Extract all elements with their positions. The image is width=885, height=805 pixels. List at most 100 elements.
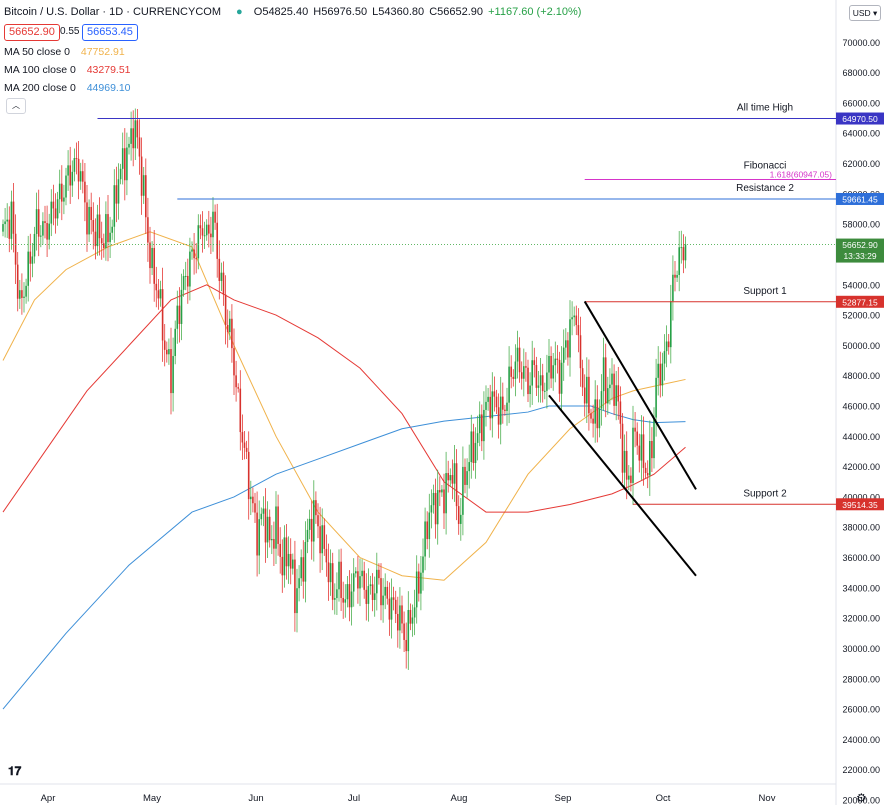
- candle-body: [411, 617, 414, 624]
- ask-price-box[interactable]: 56653.45: [82, 24, 138, 41]
- candle-body: [571, 317, 573, 320]
- ma50-label: MA 50 close 0: [4, 46, 70, 58]
- symbol-title[interactable]: Bitcoin / U.S. Dollar · 1D · CURRENCYCOM: [4, 6, 221, 18]
- candle-body: [189, 251, 191, 287]
- candle-body: [281, 556, 284, 576]
- candle-body: [23, 296, 25, 298]
- candle-body: [16, 264, 19, 299]
- candle-body: [260, 513, 263, 520]
- candle-body: [491, 391, 494, 419]
- candle-body: [413, 607, 416, 618]
- collapse-legend-button[interactable]: ︿: [6, 98, 26, 114]
- candle-body: [21, 290, 23, 298]
- ma50-legend[interactable]: MA 50 close 0 47752.91: [4, 46, 129, 58]
- candle-body: [680, 247, 683, 249]
- candle-body: [676, 274, 678, 278]
- candle-body: [187, 275, 189, 287]
- candle-body: [191, 249, 193, 252]
- countdown-text: 13:33:29: [843, 251, 876, 261]
- candle-body: [607, 388, 609, 404]
- candle-body: [548, 355, 550, 373]
- candle-body: [71, 171, 74, 186]
- candle-body: [623, 450, 626, 473]
- candle-body: [613, 373, 615, 406]
- level-price-tag-text-2: 59661.45: [842, 194, 878, 204]
- level-label-1: Fibonacci: [744, 160, 787, 171]
- price-tick-label: 70000.00: [842, 38, 880, 48]
- candle-body: [279, 543, 281, 557]
- candle-body: [401, 605, 403, 624]
- candle-body: [670, 301, 672, 348]
- ma-line-1: [2, 284, 686, 513]
- trendline-0[interactable]: [583, 300, 697, 490]
- level-price-tag-4: [836, 498, 884, 511]
- ma100-legend[interactable]: MA 100 close 0 43279.51: [4, 64, 135, 76]
- candle-body: [61, 183, 63, 202]
- candle-body: [600, 391, 603, 409]
- last-price-tag: [836, 238, 884, 263]
- candle-body: [428, 512, 431, 540]
- candle-body: [338, 561, 340, 590]
- candle-body: [233, 348, 235, 376]
- candle-body: [103, 243, 105, 249]
- currency-label: USD: [852, 8, 871, 18]
- candle-body: [378, 569, 380, 579]
- candle-body: [667, 341, 670, 348]
- candle-body: [550, 355, 552, 379]
- trendline-1[interactable]: [548, 394, 697, 577]
- candle-body: [407, 609, 410, 652]
- candle-body: [52, 201, 55, 209]
- fibonacci-ratio-label: 1.618(60947.05): [770, 169, 833, 179]
- candle-body: [653, 417, 655, 459]
- time-tick-label: May: [143, 793, 161, 804]
- candle-body: [325, 548, 328, 563]
- candle-body: [586, 376, 588, 404]
- candle-body: [63, 197, 65, 202]
- candle-body: [520, 372, 523, 379]
- candle-body: [529, 385, 531, 395]
- candle-body: [140, 156, 143, 196]
- candle-body: [380, 578, 382, 606]
- candle-body: [19, 290, 21, 299]
- candle-body: [655, 377, 657, 418]
- candle-body: [630, 475, 632, 483]
- candle-body: [31, 256, 34, 264]
- candle-body: [512, 376, 515, 379]
- candle-body: [10, 201, 13, 239]
- time-tick-label: Apr: [41, 793, 56, 804]
- candle-body: [264, 508, 267, 543]
- candle-body: [567, 340, 569, 358]
- currency-button[interactable]: USD ▾: [849, 5, 881, 21]
- candle-body: [527, 367, 529, 395]
- candle-body: [254, 503, 256, 513]
- candle-body: [239, 388, 242, 433]
- candle-body: [397, 613, 399, 631]
- candle-body: [224, 294, 227, 326]
- gear-icon[interactable]: ⚙: [856, 791, 867, 805]
- price-tick-label: 64000.00: [842, 129, 880, 139]
- candle-body: [544, 390, 546, 392]
- candle-body: [298, 578, 300, 589]
- ma100-label: MA 100 close 0: [4, 64, 76, 76]
- candle-body: [504, 409, 506, 411]
- ma200-legend[interactable]: MA 200 close 0 44969.10: [4, 82, 135, 94]
- candle-body: [142, 175, 145, 196]
- candle-body: [342, 597, 344, 603]
- candle-body: [418, 571, 420, 594]
- bid-price-box[interactable]: 56652.90: [4, 24, 60, 41]
- price-tick-label: 44000.00: [842, 432, 880, 442]
- candle-body: [287, 553, 290, 567]
- candle-body: [348, 584, 351, 608]
- candle-body: [554, 358, 557, 366]
- candle-body: [304, 541, 307, 582]
- candle-body: [443, 489, 445, 514]
- level-price-tag-2: [836, 192, 884, 205]
- candle-body: [464, 466, 466, 485]
- tradingview-logo-icon[interactable]: 𝟏𝟕: [8, 764, 22, 778]
- candle-body: [82, 171, 84, 182]
- candle-body: [94, 231, 97, 247]
- candle-body: [14, 233, 17, 265]
- candle-body: [619, 401, 622, 424]
- candle-body: [218, 258, 221, 281]
